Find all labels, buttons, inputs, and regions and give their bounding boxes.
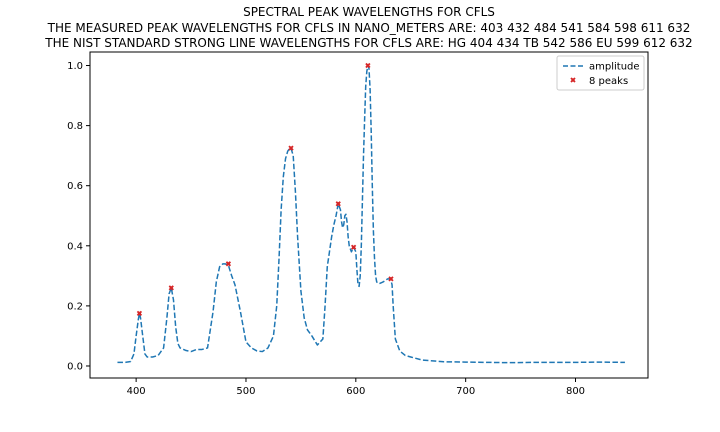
- y-tick-label: 1.0: [67, 61, 83, 72]
- peak-marker: [225, 261, 232, 267]
- chart-title: SPECTRAL PEAK WAVELENGTHS FOR CFLS: [243, 5, 495, 19]
- legend-peaks-label: 8 peaks: [589, 76, 628, 87]
- y-tick-label: 0.4: [67, 241, 83, 252]
- y-tick-label: 0.6: [67, 181, 83, 192]
- x-tick-label: 600: [346, 386, 365, 397]
- axes-frame: [89, 51, 649, 379]
- y-axis: 0.0 0.2 0.4 0.6 0.8 1.0: [67, 61, 90, 372]
- legend: amplitude 8 peaks: [556, 55, 645, 91]
- x-axis: 400 500 600 700 800: [127, 378, 585, 397]
- peak-marker: [288, 145, 294, 151]
- peak-marker: [168, 285, 174, 291]
- peak-marker: [365, 62, 371, 69]
- x-tick-label: 400: [127, 386, 146, 397]
- x-tick-label: 500: [236, 386, 255, 397]
- x-tick-label: 700: [456, 386, 475, 397]
- peak-marker: [350, 244, 357, 250]
- legend-peaks-swatch: [570, 77, 576, 83]
- y-tick-label: 0.2: [67, 301, 83, 312]
- x-tick-label: 800: [566, 386, 585, 397]
- y-tick-label: 0.0: [67, 361, 83, 372]
- peak-marker: [335, 201, 341, 207]
- legend-box: [556, 55, 645, 91]
- chart-subtitle-measured: THE MEASURED PEAK WAVELENGTHS FOR CFLS I…: [47, 21, 691, 35]
- plot-area: [117, 62, 625, 364]
- legend-amplitude-label: amplitude: [589, 62, 640, 73]
- y-tick-label: 0.8: [67, 121, 83, 132]
- amplitude-series-line: [117, 64, 625, 364]
- peak-marker: [136, 310, 143, 317]
- chart-subtitle-nist: THE NIST STANDARD STRONG LINE WAVELENGTH…: [45, 36, 693, 50]
- peak-marker: [388, 276, 394, 282]
